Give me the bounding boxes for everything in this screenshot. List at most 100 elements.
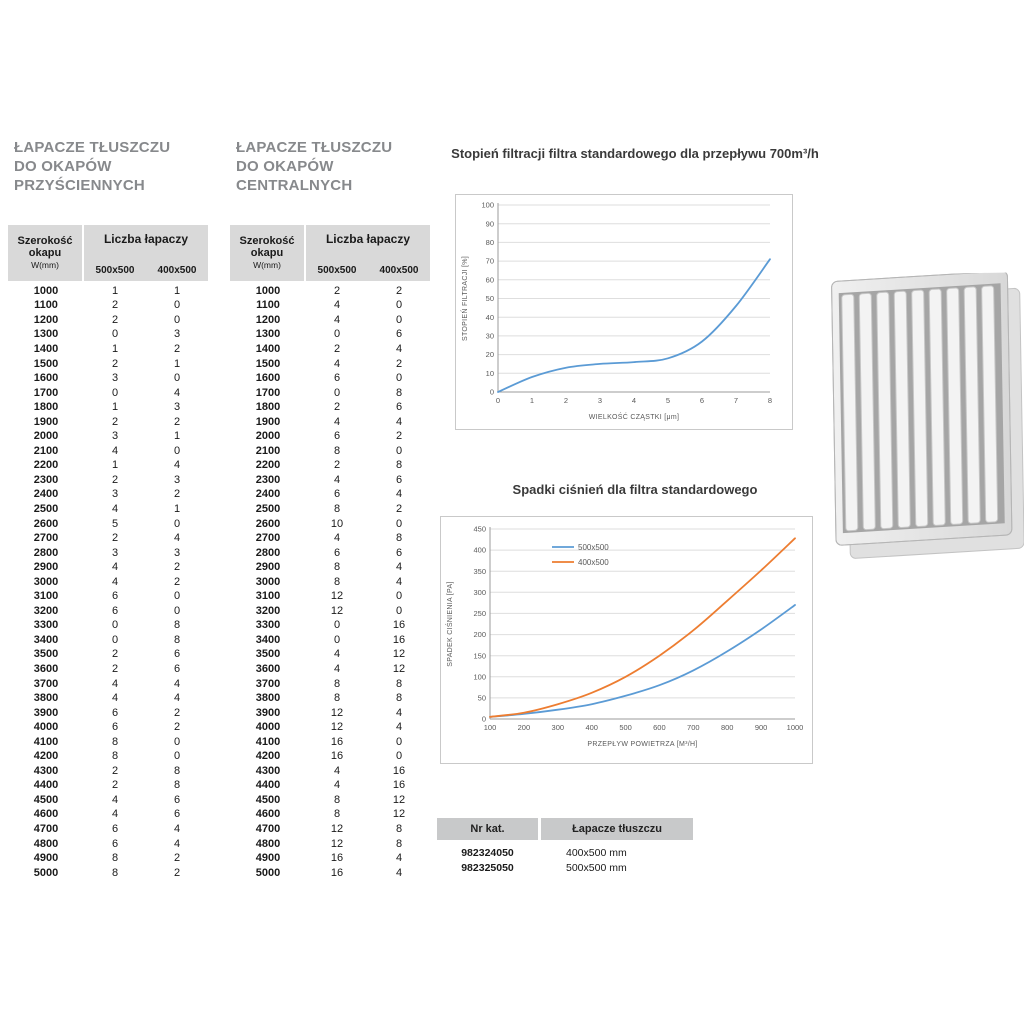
table-row: 2300 2 3 [8, 473, 208, 488]
trap-count-cell: 4 [395, 866, 403, 879]
table-row: 3800 4 4 [8, 691, 208, 706]
hood-width-cell: 5000 [255, 866, 281, 879]
pressure-chart-section: Spadki ciśnień dla filtra standardowego … [437, 482, 833, 768]
svg-text:PRZEPŁYW POWIETRZA [M³/H]: PRZEPŁYW POWIETRZA [M³/H] [587, 741, 697, 748]
table-row: 4100 8 0 [8, 735, 208, 750]
trap-count-cell: 0 [395, 444, 403, 457]
title-line: CENTRALNYCH [236, 177, 353, 194]
table-row: 2800 3 3 [8, 546, 208, 561]
trap-count-cell: 4 [173, 459, 181, 472]
trap-count-cell: 0 [173, 590, 181, 603]
trap-count-cell: 12 [330, 604, 344, 617]
hood-width-cell: 1700 [33, 386, 59, 399]
hood-width-cell: 4700 [255, 823, 281, 835]
catalog-size: 500x500 mm [566, 861, 627, 874]
table-row: 4400 4 16 [230, 779, 430, 794]
trap-count-cell: 2 [173, 852, 181, 865]
hood-width-cell: 4400 [33, 779, 59, 792]
trap-count-cell: 0 [333, 619, 341, 632]
trap-count-cell: 6 [173, 808, 181, 821]
hood-width-cell: 2900 [33, 561, 59, 574]
header-text: okapu [250, 246, 284, 259]
trap-count-cell: 2 [173, 866, 181, 879]
central-hoods-title: ŁAPACZE TŁUSZCZU DO OKAPÓW CENTRALNYCH [230, 138, 430, 195]
trap-count-cell: 16 [330, 750, 344, 763]
trap-count-cell: 2 [173, 721, 181, 734]
table-row: 4700 6 4 [8, 822, 208, 837]
table-row: 3300 0 16 [230, 619, 430, 634]
hood-width-cell: 2200 [33, 459, 59, 472]
filter-slat [928, 288, 946, 526]
svg-text:900: 900 [755, 723, 768, 732]
filtration-chart-section: Stopień filtracji filtra standardowego d… [437, 146, 833, 434]
hood-width-cell: 4000 [33, 721, 59, 734]
trap-count-cell: 2 [111, 532, 119, 545]
trap-count-cell: 10 [330, 517, 344, 530]
title-line: PRZYŚCIENNYCH [14, 177, 145, 194]
table-row: 3200 6 0 [8, 604, 208, 619]
trap-count-cell: 2 [333, 459, 341, 472]
catalog-number: 982324050 [461, 846, 514, 859]
svg-text:30: 30 [486, 332, 494, 341]
trap-count-cell: 8 [333, 561, 341, 574]
hood-width-cell: 4200 [33, 750, 59, 763]
table-row: 3600 2 6 [8, 662, 208, 677]
table-row: 2200 1 4 [8, 459, 208, 474]
hood-width-cell: 2300 [255, 473, 281, 486]
filter-slat [893, 290, 911, 529]
table-row: 1100 4 0 [230, 299, 430, 314]
trap-count-cell: 4 [333, 779, 341, 792]
trap-count-cell: 1 [111, 401, 119, 414]
svg-text:40: 40 [486, 313, 494, 322]
hood-width-cell: 4100 [33, 735, 59, 748]
trap-count-cell: 0 [111, 386, 119, 399]
hood-width-cell: 4500 [33, 793, 59, 806]
grease-filter-image [831, 272, 1024, 559]
catalog-row: 982324050 400x500 mm [437, 845, 693, 860]
trap-count-cell: 2 [111, 357, 119, 370]
table-row: 4300 4 16 [230, 764, 430, 779]
trap-count-cell: 8 [333, 575, 341, 588]
central-hoods-table-header: Szerokość okapu W(mm) Liczba łapaczy 500… [230, 225, 430, 281]
trap-count-cell: 6 [111, 706, 119, 719]
trap-count-cell: 3 [173, 401, 181, 414]
trap-count-cell: 0 [173, 313, 181, 326]
filter-slat [946, 287, 964, 525]
table-row: 2400 3 2 [8, 488, 208, 503]
trap-count-cell: 8 [111, 852, 119, 865]
trap-count-cell: 4 [111, 692, 119, 705]
table-row: 4200 8 0 [8, 750, 208, 765]
trap-count-cell: 4 [333, 648, 341, 661]
svg-text:STOPIEŃ FILTRACJI [%]: STOPIEŃ FILTRACJI [%] [460, 256, 469, 341]
svg-text:5: 5 [666, 396, 670, 405]
table-row: 1300 0 6 [230, 328, 430, 343]
filter-slat [841, 293, 859, 532]
trap-count-cell: 4 [111, 677, 119, 690]
svg-text:3: 3 [598, 396, 602, 405]
svg-text:50: 50 [486, 294, 494, 303]
trap-count-cell: 2 [111, 662, 119, 675]
pressure-chart-title: Spadki ciśnień dla filtra standardowego [512, 482, 758, 497]
trap-count-cell: 1 [173, 357, 181, 370]
hood-width-cell: 2200 [255, 459, 281, 472]
hood-width-cell: 4900 [255, 852, 281, 865]
table-row: 1900 2 2 [8, 415, 208, 430]
filtration-chart-title: Stopień filtracji filtra standardowego d… [451, 146, 819, 161]
trap-count-cell: 3 [111, 546, 119, 559]
table-row: 4600 8 12 [230, 808, 430, 823]
title-line: DO OKAPÓW [14, 158, 112, 175]
trap-count-cell: 6 [333, 430, 341, 443]
trap-count-cell: 4 [395, 488, 403, 501]
header-text: okapu [28, 246, 62, 259]
hood-width-cell: 3300 [255, 619, 281, 632]
table-row: 4900 8 2 [8, 851, 208, 866]
hood-width-cell: 1900 [255, 415, 281, 428]
table-row: 1300 0 3 [8, 328, 208, 343]
svg-text:0: 0 [490, 388, 494, 397]
trap-count-cell: 8 [111, 866, 119, 879]
svg-text:80: 80 [486, 238, 494, 247]
header-size-500: 500x500 [317, 265, 357, 276]
table-row: 2000 3 1 [8, 429, 208, 444]
hood-width-cell: 4100 [255, 735, 281, 748]
table-row: 4000 6 2 [8, 720, 208, 735]
